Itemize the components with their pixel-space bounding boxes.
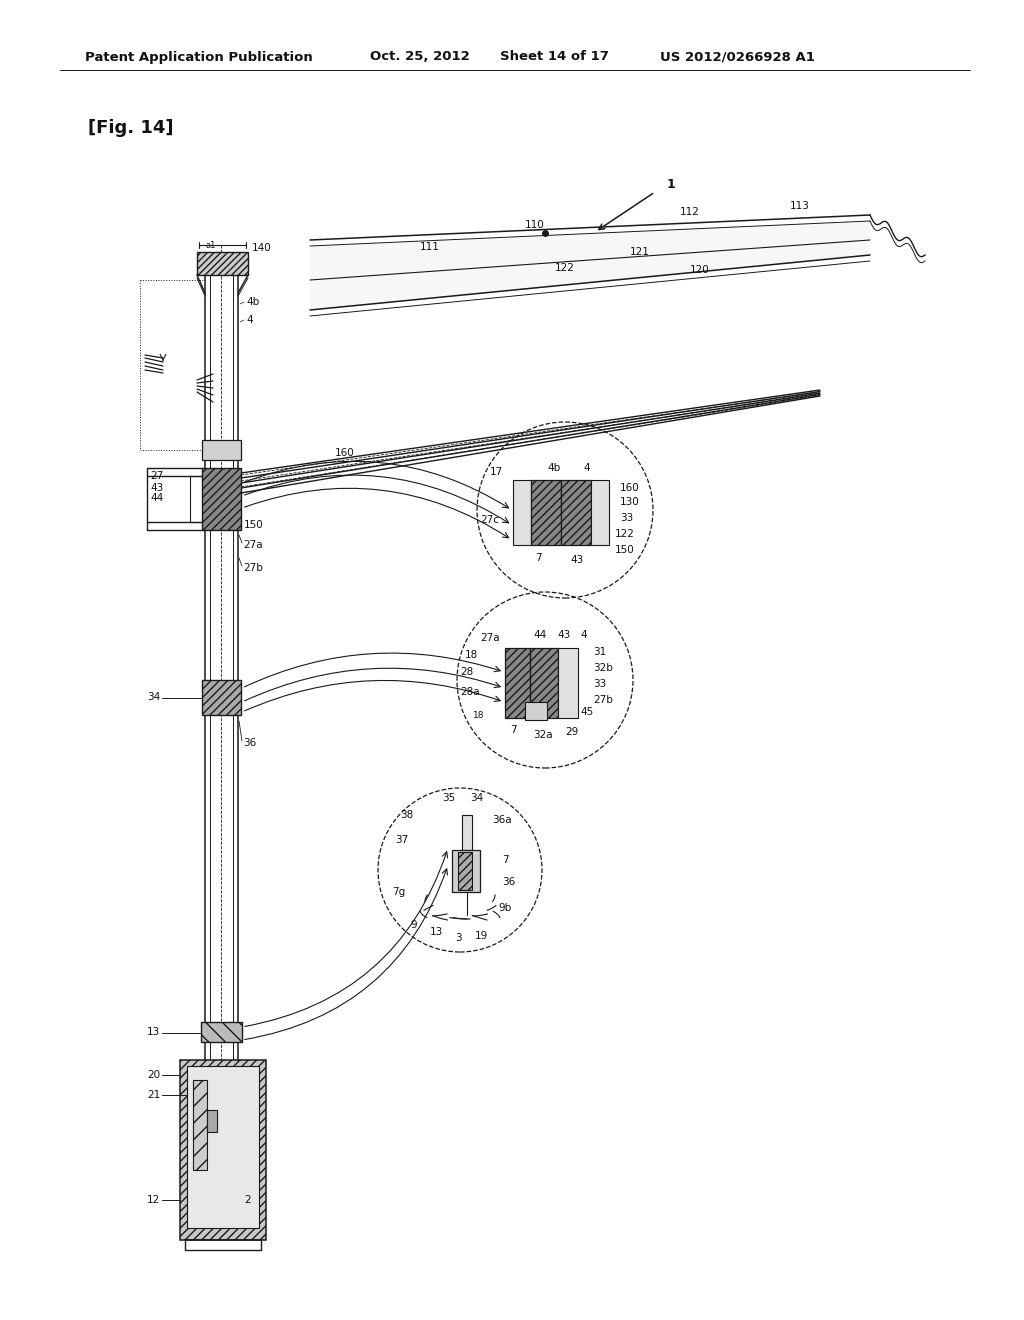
Text: 43: 43	[150, 483, 163, 492]
Text: 27b: 27b	[243, 564, 263, 573]
Text: 21: 21	[147, 1090, 160, 1100]
Bar	[187, 1067, 259, 1228]
Text: 150: 150	[615, 545, 635, 554]
Text: 34: 34	[470, 793, 483, 803]
Bar	[505, 648, 530, 718]
Text: 19: 19	[475, 931, 488, 941]
Text: 27b: 27b	[593, 696, 613, 705]
Text: 33: 33	[593, 678, 606, 689]
Bar	[513, 480, 531, 545]
Text: 4: 4	[246, 315, 253, 325]
Bar	[180, 1060, 266, 1239]
Text: 13: 13	[147, 1027, 160, 1038]
Bar	[193, 1080, 207, 1170]
Text: 13: 13	[430, 927, 443, 937]
Bar	[531, 480, 561, 545]
Bar	[202, 440, 241, 459]
Text: 33: 33	[620, 513, 633, 523]
Text: 28a: 28a	[460, 686, 479, 697]
Text: a1: a1	[205, 242, 215, 251]
Bar	[462, 814, 472, 850]
Text: 7: 7	[535, 553, 542, 564]
Text: 35: 35	[442, 793, 456, 803]
Text: 140: 140	[252, 243, 271, 253]
Text: 34: 34	[147, 692, 160, 702]
Text: 44: 44	[534, 630, 546, 640]
Text: 17: 17	[490, 467, 503, 477]
Text: 31: 31	[593, 647, 606, 657]
Text: 3: 3	[455, 933, 462, 942]
Text: 7: 7	[502, 855, 509, 865]
Bar	[561, 480, 591, 545]
Bar	[525, 702, 547, 719]
Text: 27a: 27a	[243, 540, 262, 550]
Text: 36: 36	[502, 876, 515, 887]
Text: Oct. 25, 2012: Oct. 25, 2012	[370, 50, 470, 63]
Text: Patent Application Publication: Patent Application Publication	[85, 50, 312, 63]
Polygon shape	[310, 220, 870, 310]
Text: 122: 122	[615, 529, 635, 539]
Text: 28: 28	[460, 667, 473, 677]
Text: 4b: 4b	[547, 463, 560, 473]
Text: 4: 4	[583, 463, 590, 473]
Text: 113: 113	[790, 201, 810, 211]
Text: 7g: 7g	[392, 887, 406, 898]
Text: 121: 121	[630, 247, 650, 257]
Text: 150: 150	[244, 520, 264, 531]
Text: 18: 18	[473, 710, 484, 719]
Bar	[458, 851, 472, 890]
Text: 44: 44	[150, 492, 163, 503]
Text: 36: 36	[243, 738, 256, 748]
Bar	[452, 850, 480, 892]
Text: 130: 130	[620, 498, 640, 507]
Text: 7: 7	[510, 725, 517, 735]
Text: 43: 43	[557, 630, 570, 640]
Bar	[201, 1022, 242, 1041]
Text: 38: 38	[400, 810, 414, 820]
Text: 32b: 32b	[593, 663, 613, 673]
Bar	[530, 648, 558, 718]
Text: 18: 18	[465, 649, 478, 660]
Text: 36a: 36a	[492, 814, 512, 825]
Text: 4b: 4b	[246, 297, 259, 308]
Text: 2: 2	[244, 1195, 251, 1205]
Text: 1: 1	[667, 178, 676, 191]
Text: 122: 122	[555, 263, 574, 273]
Text: 32a: 32a	[534, 730, 553, 741]
Text: 27c: 27c	[480, 515, 499, 525]
Text: 120: 120	[690, 265, 710, 275]
Text: 9: 9	[410, 920, 417, 931]
Text: 29: 29	[565, 727, 579, 737]
Text: [Fig. 14]: [Fig. 14]	[88, 119, 173, 137]
Text: 45: 45	[580, 708, 593, 717]
Text: 160: 160	[620, 483, 640, 492]
Text: 112: 112	[680, 207, 699, 216]
Bar	[558, 648, 578, 718]
Bar	[207, 1110, 217, 1133]
Text: 43: 43	[570, 554, 584, 565]
Text: 9b: 9b	[498, 903, 511, 913]
Text: 4: 4	[580, 630, 587, 640]
Bar	[202, 680, 241, 715]
Text: 32: 32	[563, 708, 577, 717]
Text: 160: 160	[335, 447, 354, 458]
Text: 110: 110	[525, 220, 545, 230]
Text: US 2012/0266928 A1: US 2012/0266928 A1	[660, 50, 815, 63]
Text: 12: 12	[147, 1195, 160, 1205]
Text: 27: 27	[150, 471, 163, 480]
Bar	[591, 480, 609, 545]
Text: 111: 111	[420, 242, 440, 252]
Text: 37: 37	[395, 836, 409, 845]
Text: 20: 20	[147, 1071, 160, 1080]
Bar	[197, 252, 248, 275]
Bar	[202, 469, 241, 531]
Text: Sheet 14 of 17: Sheet 14 of 17	[500, 50, 609, 63]
Text: 27a: 27a	[480, 634, 500, 643]
